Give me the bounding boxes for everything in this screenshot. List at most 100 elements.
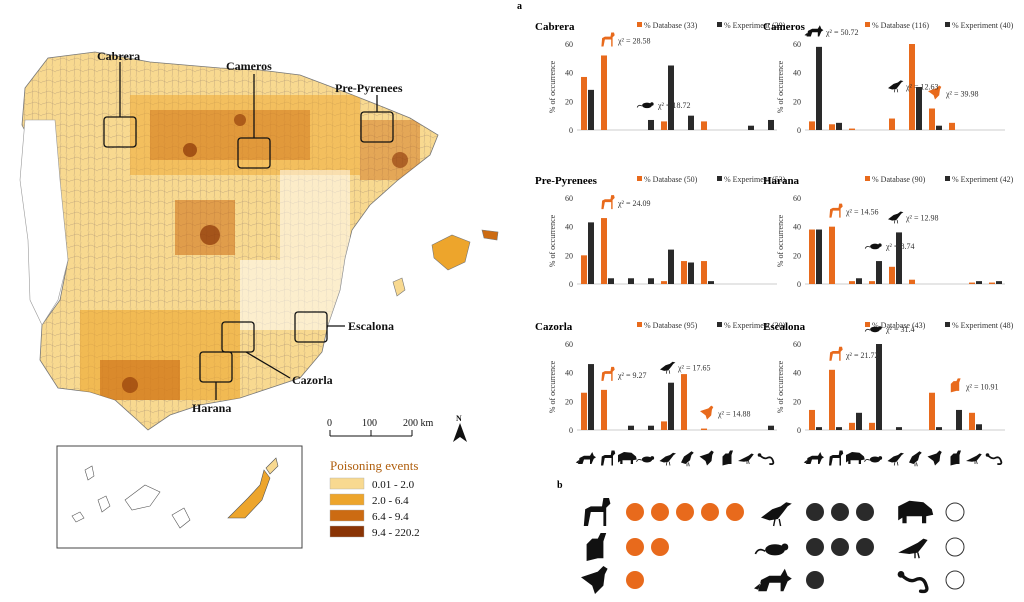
count-dot	[626, 538, 644, 556]
rat-icon	[864, 243, 882, 250]
legend-swatch	[945, 176, 950, 181]
lizard-icon	[897, 571, 929, 594]
rat-icon	[636, 102, 654, 109]
dog-icon	[601, 32, 615, 47]
panel-b-boar	[898, 500, 965, 524]
y-tick-label: 0	[569, 126, 573, 135]
bar-database-lizard	[989, 282, 995, 284]
y-axis-label: % of occurrence	[548, 360, 557, 413]
scale-bar	[329, 430, 413, 437]
label-cabrera: Cabrera	[97, 49, 140, 63]
bar-experiment-crow	[668, 249, 674, 284]
svg-text:9.4 - 220.2: 9.4 - 220.2	[372, 527, 420, 539]
bar-experiment-dog	[608, 278, 614, 284]
bar-experiment-kite	[936, 125, 942, 130]
chart-title: Cameros	[763, 21, 806, 33]
chi-square-label: χ² = 12.98	[905, 213, 938, 222]
crow-icon	[887, 452, 904, 466]
y-tick-label: 40	[565, 369, 573, 378]
chart-title: Cabrera	[535, 21, 575, 33]
vulture-icon	[586, 533, 607, 561]
bar-database-kite	[701, 261, 707, 284]
north-arrow-icon: N	[453, 414, 467, 442]
chi-square-label: χ² = 10.91	[965, 382, 998, 391]
legend-label: % Experiment (30)	[724, 321, 786, 330]
dog-icon	[601, 195, 615, 210]
mallorca	[431, 234, 471, 271]
chart-escalona: Escalona % Database (43) % Experiment (48)…	[763, 321, 1014, 435]
y-tick-label: 20	[793, 97, 801, 106]
panel-b-crow	[761, 502, 874, 527]
scale-tick-100: 100	[362, 418, 377, 429]
poisoning-density-layer	[80, 95, 420, 400]
dog-icon	[829, 203, 843, 218]
bar-experiment-kite	[708, 281, 714, 284]
bar-database-magpie	[969, 412, 975, 430]
bar-database-dog	[829, 369, 835, 430]
legend-swatch	[865, 322, 870, 327]
bar-experiment-rat	[648, 119, 654, 130]
chart-harana: Harana % Database (90) % Experiment (42) 0 2…	[763, 175, 1014, 289]
bar-database-dog	[601, 55, 607, 130]
legend-swatch	[637, 22, 642, 27]
chart-title: Harana	[763, 175, 800, 187]
chart-cabrera: Cabrera % Database (33) % Experiment (29) 0…	[535, 21, 786, 135]
legend-label: % Database (50)	[644, 175, 698, 184]
y-tick-label: 40	[793, 223, 801, 232]
bar-database-magpie	[969, 282, 975, 284]
dog-icon	[829, 346, 843, 361]
chi-square-label: χ² = 14.88	[717, 410, 750, 419]
y-axis-label: % of occurrence	[776, 360, 785, 413]
count-dot	[945, 537, 965, 557]
chart-title: Pre-Pyrenees	[535, 175, 598, 187]
svg-text:6.4 - 9.4: 6.4 - 9.4	[372, 511, 409, 523]
spain-map: Cabrera Cameros Pre-Pyrenees Escalona Ca…	[19, 49, 499, 549]
bar-database-fox	[809, 409, 815, 430]
legend-label: % Experiment (48)	[952, 321, 1014, 330]
legend-swatch	[637, 176, 642, 181]
bar-experiment-rat	[876, 344, 882, 430]
legend-swatch	[945, 22, 950, 27]
y-axis-label: % of occurrence	[776, 60, 785, 113]
panel-b-vulture	[586, 533, 669, 561]
bar-experiment-crow	[896, 427, 902, 430]
legend-swatch	[945, 322, 950, 327]
count-dot	[856, 503, 874, 521]
legend-label: % Database (33)	[644, 21, 698, 30]
bar-experiment-vulture	[956, 409, 962, 430]
legend-title: Poisoning events	[330, 458, 418, 473]
label-harana: Harana	[192, 401, 231, 415]
bar-database-kite	[701, 121, 707, 130]
legend-label: % Database (116)	[872, 21, 929, 30]
bar-database-dog	[601, 389, 607, 430]
bar-experiment-crow	[896, 232, 902, 284]
y-tick-label: 20	[565, 397, 573, 406]
bar-database-boar	[849, 422, 855, 430]
legend-swatch	[865, 22, 870, 27]
label-prepyrenees: Pre-Pyrenees	[335, 81, 403, 95]
bar-database-dog	[601, 218, 607, 284]
bar-experiment-magpie	[976, 281, 982, 284]
chi-square-label: χ² = 39.98	[945, 90, 978, 99]
bar-experiment-magpie	[748, 125, 754, 130]
fox-icon	[754, 568, 792, 592]
vulture-icon	[950, 378, 961, 393]
legend-swatch	[717, 22, 722, 27]
legend: 0.01 - 2.0 2.0 - 6.4 6.4 - 9.4 9.4 - 220…	[329, 477, 420, 539]
bar-experiment-lizard	[996, 281, 1002, 284]
count-dot	[626, 503, 644, 521]
bar-experiment-fox	[588, 364, 594, 430]
y-tick-label: 40	[565, 69, 573, 78]
y-tick-label: 20	[565, 251, 573, 260]
bar-experiment-crow	[668, 382, 674, 430]
chi-square-label: χ² = 28.58	[617, 36, 650, 45]
bar-experiment-boar	[628, 425, 634, 430]
count-dot	[856, 538, 874, 556]
legend-label: % Database (95)	[644, 321, 698, 330]
chart-cameros: Cameros % Database (116) % Experiment (40)…	[763, 21, 1014, 135]
bar-experiment-boar	[628, 278, 634, 284]
bar-database-crow	[661, 421, 667, 430]
ibiza	[392, 277, 406, 297]
count-dot	[726, 503, 744, 521]
y-tick-label: 60	[565, 40, 573, 49]
